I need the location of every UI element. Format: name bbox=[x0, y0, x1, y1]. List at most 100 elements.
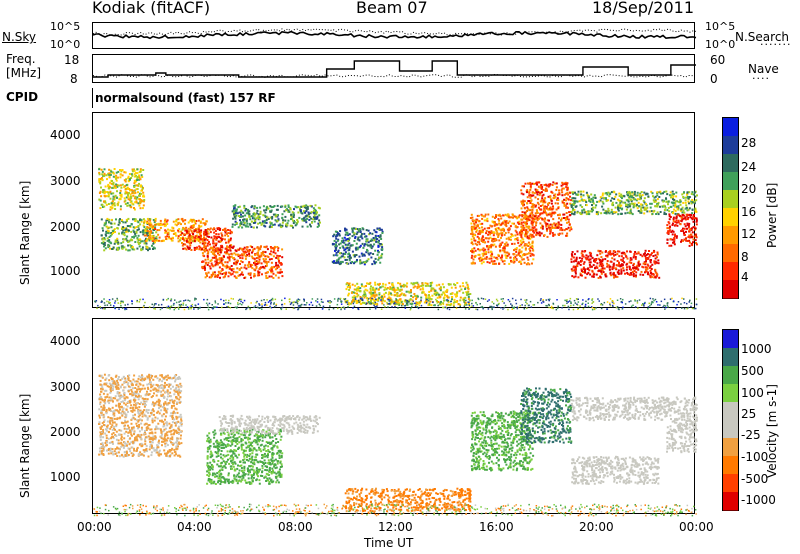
power-cell bbox=[368, 283, 371, 285]
power-cell bbox=[637, 260, 640, 263]
power-cell bbox=[344, 251, 347, 254]
power-cell bbox=[254, 218, 257, 221]
power-cell bbox=[667, 232, 670, 234]
power-cell bbox=[212, 265, 215, 268]
power-cell bbox=[563, 203, 566, 206]
power-cell bbox=[152, 237, 155, 240]
power-cell bbox=[606, 262, 609, 265]
power-cell bbox=[609, 251, 612, 254]
power-cell bbox=[116, 190, 118, 193]
power-cell bbox=[108, 236, 111, 238]
power-cell bbox=[547, 202, 550, 205]
power-cell bbox=[362, 228, 365, 231]
power-cell bbox=[641, 255, 644, 258]
power-cell bbox=[497, 227, 500, 230]
power-cell bbox=[209, 243, 211, 246]
power-cell bbox=[566, 232, 569, 235]
power-cell bbox=[356, 282, 359, 285]
power-cell bbox=[632, 196, 635, 199]
power-cell bbox=[106, 239, 109, 242]
power-cell bbox=[185, 240, 188, 242]
power-cell bbox=[107, 243, 110, 246]
power-cell bbox=[628, 203, 631, 206]
power-cell bbox=[360, 283, 363, 286]
power-cell bbox=[249, 263, 252, 266]
power-cell bbox=[114, 306, 116, 309]
power-cell bbox=[695, 210, 698, 213]
power-cell bbox=[235, 222, 238, 224]
power-cell bbox=[346, 282, 349, 285]
power-cell bbox=[100, 307, 102, 309]
power-cell bbox=[293, 307, 296, 309]
power-cell bbox=[549, 223, 552, 226]
power-cell bbox=[217, 251, 220, 253]
power-cell bbox=[107, 191, 110, 194]
power-cell bbox=[110, 218, 113, 221]
power-cell bbox=[240, 298, 243, 301]
power-cell bbox=[146, 232, 149, 235]
power-cell bbox=[201, 252, 204, 255]
power-cell bbox=[149, 237, 151, 240]
power-cell bbox=[673, 240, 676, 243]
power-cell bbox=[372, 288, 374, 291]
power-cell bbox=[453, 283, 455, 286]
power-cell bbox=[154, 219, 157, 222]
power-cell bbox=[136, 237, 139, 240]
power-cell bbox=[208, 276, 211, 279]
power-cell bbox=[628, 211, 631, 214]
power-cell bbox=[265, 206, 268, 209]
power-cell bbox=[617, 208, 620, 211]
power-cell bbox=[653, 299, 655, 302]
power-cell bbox=[551, 184, 554, 186]
power-cell bbox=[367, 229, 370, 232]
power-cell bbox=[203, 238, 206, 241]
power-cell bbox=[400, 288, 403, 291]
power-cell bbox=[602, 208, 605, 211]
power-cell bbox=[338, 263, 341, 266]
power-cell bbox=[290, 213, 293, 216]
power-cell bbox=[695, 219, 698, 222]
power-cell bbox=[553, 226, 556, 229]
power-cell bbox=[312, 211, 315, 214]
power-cell bbox=[614, 206, 617, 209]
power-cell bbox=[338, 257, 341, 260]
power-cell bbox=[682, 196, 685, 198]
power-cell bbox=[341, 245, 344, 248]
power-cell bbox=[346, 231, 349, 234]
power-cell bbox=[564, 181, 567, 184]
power-cell bbox=[588, 261, 591, 264]
power-cell bbox=[187, 235, 190, 238]
power-cell bbox=[499, 249, 502, 252]
power-cell bbox=[101, 170, 104, 173]
power-cell bbox=[497, 253, 500, 256]
power-cell bbox=[566, 183, 568, 186]
power-cell bbox=[538, 185, 541, 188]
power-cell bbox=[242, 248, 245, 250]
power-cell bbox=[592, 275, 595, 278]
power-cell bbox=[100, 168, 103, 171]
power-cell bbox=[133, 207, 135, 209]
power-cell bbox=[639, 273, 642, 276]
power-cell bbox=[585, 213, 588, 216]
power-cell bbox=[217, 233, 220, 236]
power-cell bbox=[192, 236, 195, 239]
power-cell bbox=[272, 255, 275, 258]
power-cell bbox=[487, 233, 490, 236]
power-cell bbox=[622, 298, 624, 301]
power-cell bbox=[245, 208, 248, 210]
power-cell bbox=[466, 291, 469, 294]
power-cell bbox=[191, 227, 194, 230]
power-cell bbox=[582, 262, 585, 265]
power-cell bbox=[218, 236, 221, 239]
power-cell bbox=[410, 282, 413, 285]
power-cell bbox=[253, 261, 255, 264]
power-cell bbox=[333, 298, 336, 300]
power-cell bbox=[488, 227, 491, 230]
power-cell bbox=[367, 252, 370, 255]
power-cell bbox=[206, 230, 209, 233]
power-cell bbox=[480, 229, 483, 232]
power-cell bbox=[395, 299, 398, 301]
power-cell bbox=[632, 198, 635, 201]
power-cell bbox=[610, 191, 613, 194]
power-cell bbox=[547, 185, 550, 188]
